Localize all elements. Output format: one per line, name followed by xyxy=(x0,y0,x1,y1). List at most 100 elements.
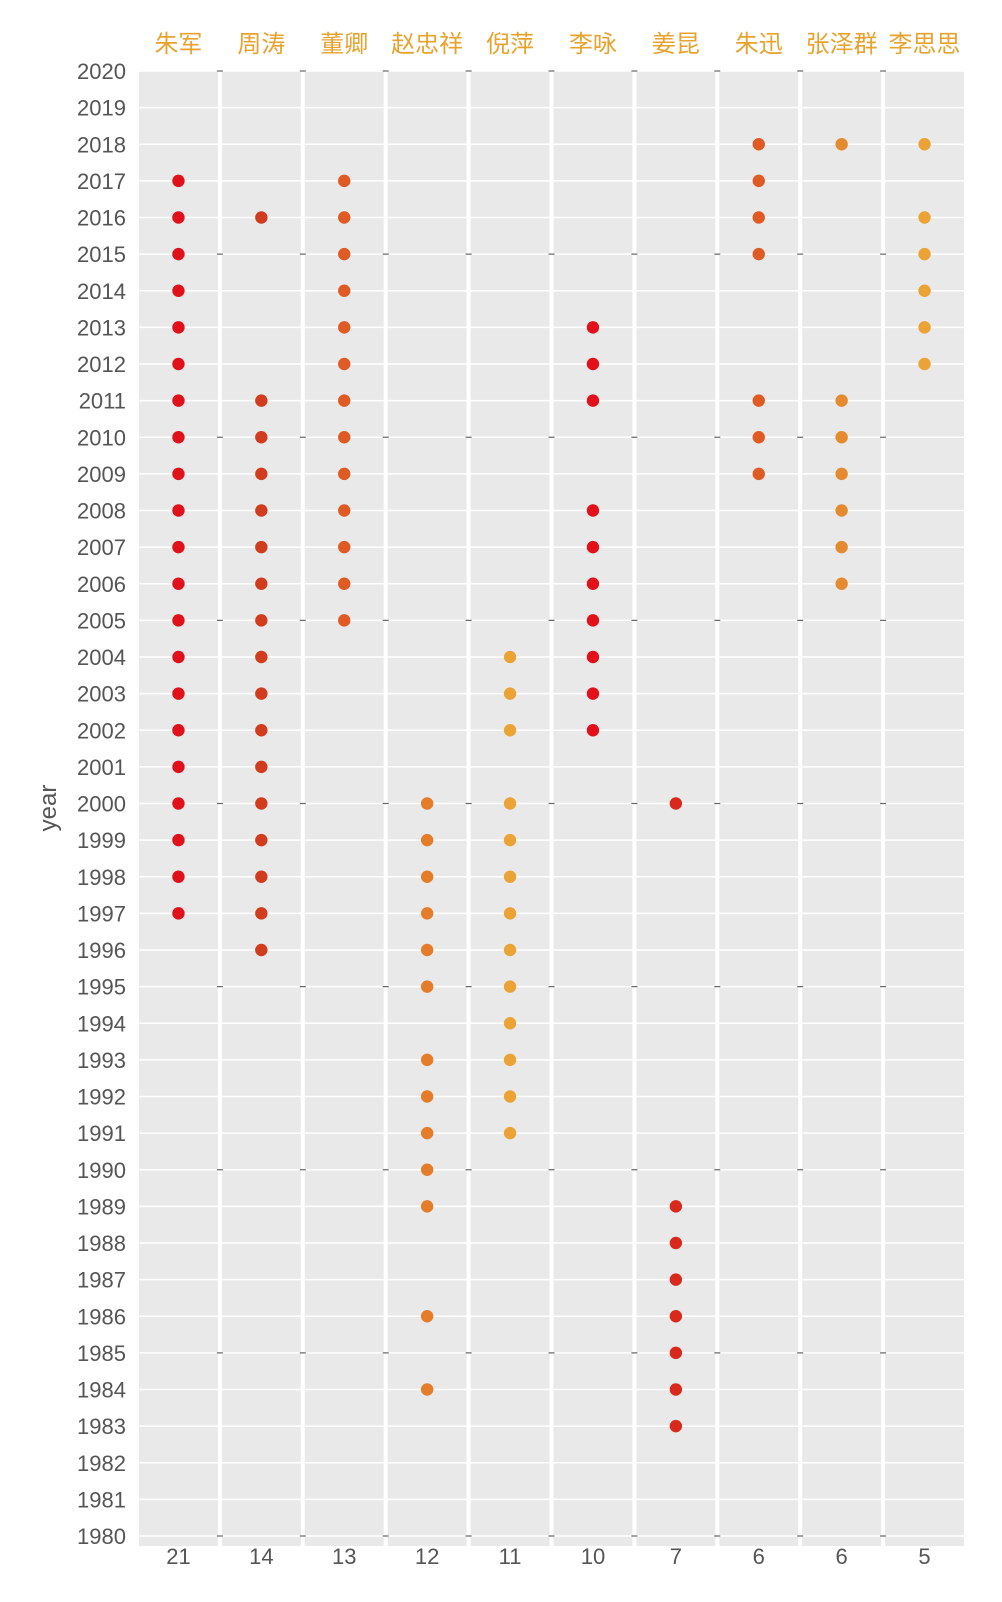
point-赵忠祥-1992 xyxy=(420,1090,434,1103)
point-李咏-2013 xyxy=(586,321,600,334)
point-朱军-2015 xyxy=(172,247,185,261)
point-倪萍-2000 xyxy=(503,797,517,810)
column-label-7: 姜昆 xyxy=(652,30,700,58)
point-朱军-1997 xyxy=(172,907,185,920)
column-label-10: 李思思 xyxy=(889,30,961,58)
y-tick-1992: 1992 xyxy=(77,1085,126,1110)
y-tick-1982: 1982 xyxy=(77,1451,126,1476)
point-倪萍-1993 xyxy=(503,1053,517,1067)
point-李咏-2004 xyxy=(586,650,600,664)
point-朱军-2009 xyxy=(172,467,185,481)
point-朱迅-2017 xyxy=(752,174,765,188)
y-tick-1993: 1993 xyxy=(77,1048,126,1073)
y-tick-2014: 2014 xyxy=(77,279,126,304)
point-李思思-2013 xyxy=(918,321,931,334)
point-姜昆-1987 xyxy=(669,1273,683,1286)
point-倪萍-1991 xyxy=(503,1126,517,1140)
point-周涛-1999 xyxy=(255,833,268,847)
y-tick-2011: 2011 xyxy=(79,389,126,414)
point-周涛-1996 xyxy=(255,943,268,957)
point-朱迅-2016 xyxy=(752,211,765,224)
point-周涛-2010 xyxy=(255,431,268,444)
point-董卿-2010 xyxy=(338,431,351,444)
point-朱军-2014 xyxy=(172,284,185,297)
y-tick-2003: 2003 xyxy=(77,682,126,707)
y-tick-2012: 2012 xyxy=(77,352,126,377)
point-李咏-2007 xyxy=(586,540,600,554)
column-label-9: 张泽群 xyxy=(806,30,878,58)
y-tick-1987: 1987 xyxy=(77,1268,126,1293)
y-tick-1983: 1983 xyxy=(77,1414,126,1439)
y-tick-2004: 2004 xyxy=(77,645,126,670)
point-朱迅-2018 xyxy=(752,138,765,151)
y-tick-2020: 2020 xyxy=(77,59,126,84)
point-姜昆-1988 xyxy=(669,1236,683,1250)
y-tick-2010: 2010 xyxy=(77,425,126,450)
y-tick-1991: 1991 xyxy=(77,1121,126,1146)
column-count-7: 7 xyxy=(670,1544,682,1569)
point-赵忠祥-1995 xyxy=(420,980,434,993)
point-张泽群-2009 xyxy=(835,467,848,481)
point-姜昆-2000 xyxy=(669,797,683,810)
panel-9 xyxy=(802,71,882,1546)
point-倪萍-2003 xyxy=(503,687,517,700)
panel-10 xyxy=(885,71,964,1546)
point-董卿-2013 xyxy=(338,321,351,334)
point-朱军-2008 xyxy=(172,504,185,517)
point-朱军-1999 xyxy=(172,833,185,847)
y-tick-1999: 1999 xyxy=(77,828,126,853)
point-周涛-2008 xyxy=(255,504,268,517)
point-董卿-2014 xyxy=(338,284,351,297)
point-赵忠祥-1999 xyxy=(420,833,434,847)
point-李咏-2008 xyxy=(586,504,600,517)
point-朱军-2006 xyxy=(172,577,185,590)
point-张泽群-2007 xyxy=(835,540,848,554)
point-李咏-2011 xyxy=(586,394,600,407)
point-朱军-2002 xyxy=(172,724,185,737)
point-董卿-2009 xyxy=(338,467,351,481)
point-李思思-2016 xyxy=(918,211,931,224)
column-label-4: 赵忠祥 xyxy=(391,30,463,58)
point-李咏-2003 xyxy=(586,687,600,700)
y-tick-1989: 1989 xyxy=(77,1194,126,1219)
point-张泽群-2018 xyxy=(835,138,848,151)
column-count-5: 11 xyxy=(499,1544,522,1569)
point-李思思-2018 xyxy=(918,138,931,151)
point-朱军-2007 xyxy=(172,540,185,554)
y-tick-2007: 2007 xyxy=(77,535,126,560)
column-label-5: 倪萍 xyxy=(486,30,534,58)
point-倪萍-2002 xyxy=(503,724,517,737)
point-李思思-2014 xyxy=(918,284,931,297)
point-周涛-2002 xyxy=(255,724,268,737)
point-赵忠祥-1986 xyxy=(420,1310,434,1323)
point-朱迅-2015 xyxy=(752,247,765,261)
point-朱军-2004 xyxy=(172,650,185,664)
point-周涛-2004 xyxy=(255,650,268,664)
point-赵忠祥-1990 xyxy=(420,1163,434,1176)
y-tick-2009: 2009 xyxy=(77,462,126,487)
y-tick-2000: 2000 xyxy=(77,792,126,817)
point-李咏-2012 xyxy=(586,357,600,371)
column-count-9: 6 xyxy=(836,1544,848,1569)
column-label-6: 李咏 xyxy=(569,30,617,58)
point-董卿-2011 xyxy=(338,394,351,407)
column-count-2: 14 xyxy=(249,1544,273,1569)
point-朱军-2000 xyxy=(172,797,185,810)
y-tick-2006: 2006 xyxy=(77,572,126,597)
point-朱迅-2009 xyxy=(752,467,765,481)
y-tick-1984: 1984 xyxy=(77,1378,126,1403)
point-董卿-2015 xyxy=(338,247,351,261)
column-count-6: 10 xyxy=(581,1544,605,1569)
column-name-labels: 朱军 周涛 董卿 赵忠祥 倪萍 李咏 姜昆 朱迅 张泽群 李思思 xyxy=(154,30,960,58)
point-朱军-2005 xyxy=(172,614,185,627)
point-朱军-2003 xyxy=(172,687,185,700)
y-tick-1986: 1986 xyxy=(77,1304,126,1329)
column-label-8: 朱迅 xyxy=(735,30,783,58)
point-倪萍-1994 xyxy=(503,1017,517,1030)
point-董卿-2016 xyxy=(338,211,351,224)
point-董卿-2008 xyxy=(338,504,351,517)
y-tick-1990: 1990 xyxy=(77,1158,126,1183)
point-周涛-1998 xyxy=(255,870,268,883)
y-tick-2005: 2005 xyxy=(77,608,126,633)
